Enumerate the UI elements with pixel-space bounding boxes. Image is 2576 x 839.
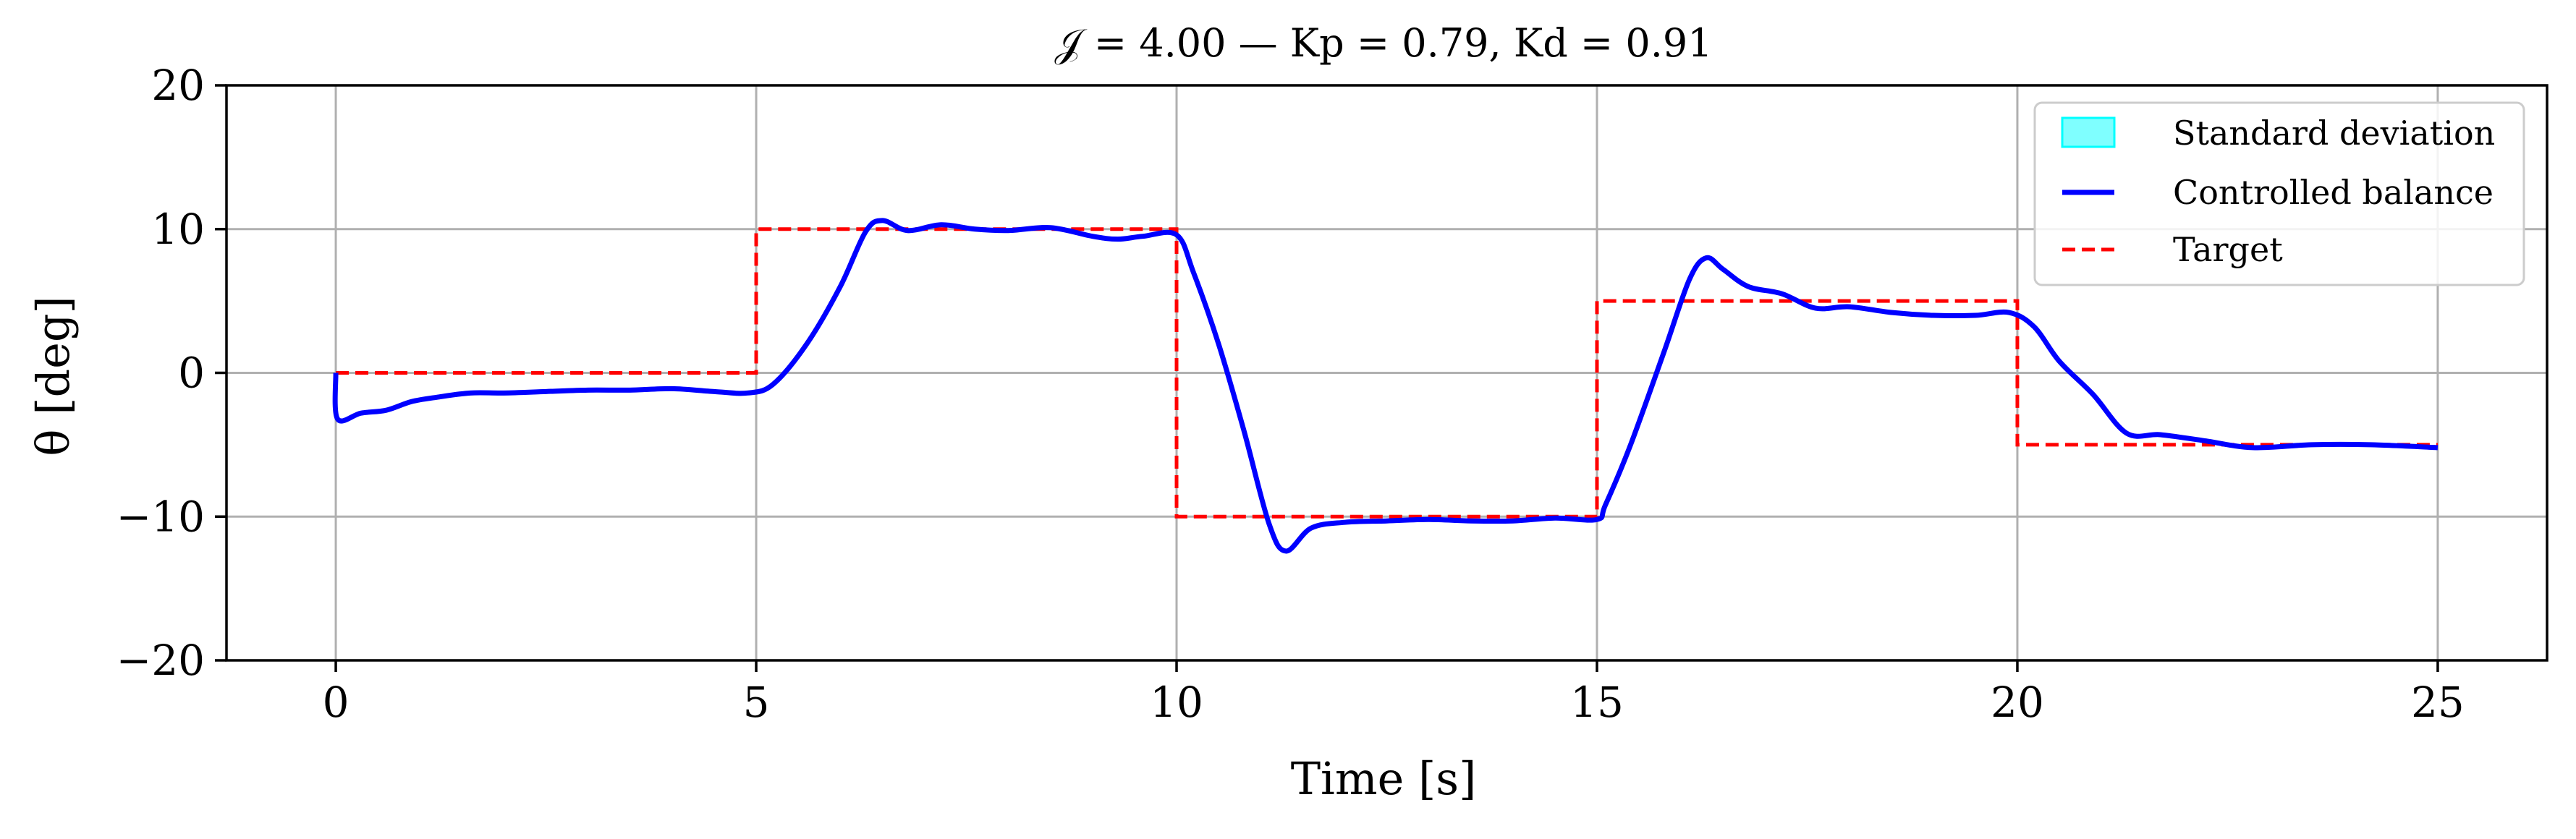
y-tick-label: 20	[151, 61, 205, 110]
legend-swatch-standard-deviation	[2061, 116, 2116, 148]
y-axis-label: θ [deg]	[27, 296, 80, 456]
x-tick-label: 0	[323, 678, 349, 727]
y-tick-label: −10	[116, 492, 205, 541]
x-tick-label: 20	[1991, 678, 2044, 727]
x-tick-label: 10	[1150, 678, 1203, 727]
legend-label-target: Target	[2173, 230, 2283, 269]
y-tick-label: 0	[178, 349, 205, 398]
x-tick-label: 5	[743, 678, 770, 727]
target-line	[336, 227, 2438, 519]
legend: Standard deviation Controlled balance Ta…	[2033, 101, 2525, 286]
x-axis-ticks: 0 5 10 15 20 25	[323, 660, 2465, 727]
controlled-balance-series	[332, 218, 2439, 554]
x-axis-label: Time [s]	[1291, 752, 1477, 805]
y-axis-ticks: −20 −10 0 10 20	[116, 61, 226, 685]
chart-title: 𝒥 = 4.00 — Kp = 0.79, Kd = 0.91	[1054, 20, 1712, 66]
target-series	[336, 227, 2438, 519]
legend-label-standard-deviation: Standard deviation	[2173, 114, 2495, 153]
x-tick-label: 15	[1570, 678, 1624, 727]
controlled-balance-line	[332, 218, 2439, 554]
legend-box	[2033, 101, 2525, 286]
y-tick-label: −20	[116, 636, 205, 685]
legend-label-controlled-balance: Controlled balance	[2173, 173, 2494, 212]
x-tick-label: 25	[2411, 678, 2465, 727]
y-tick-label: 10	[151, 205, 205, 254]
